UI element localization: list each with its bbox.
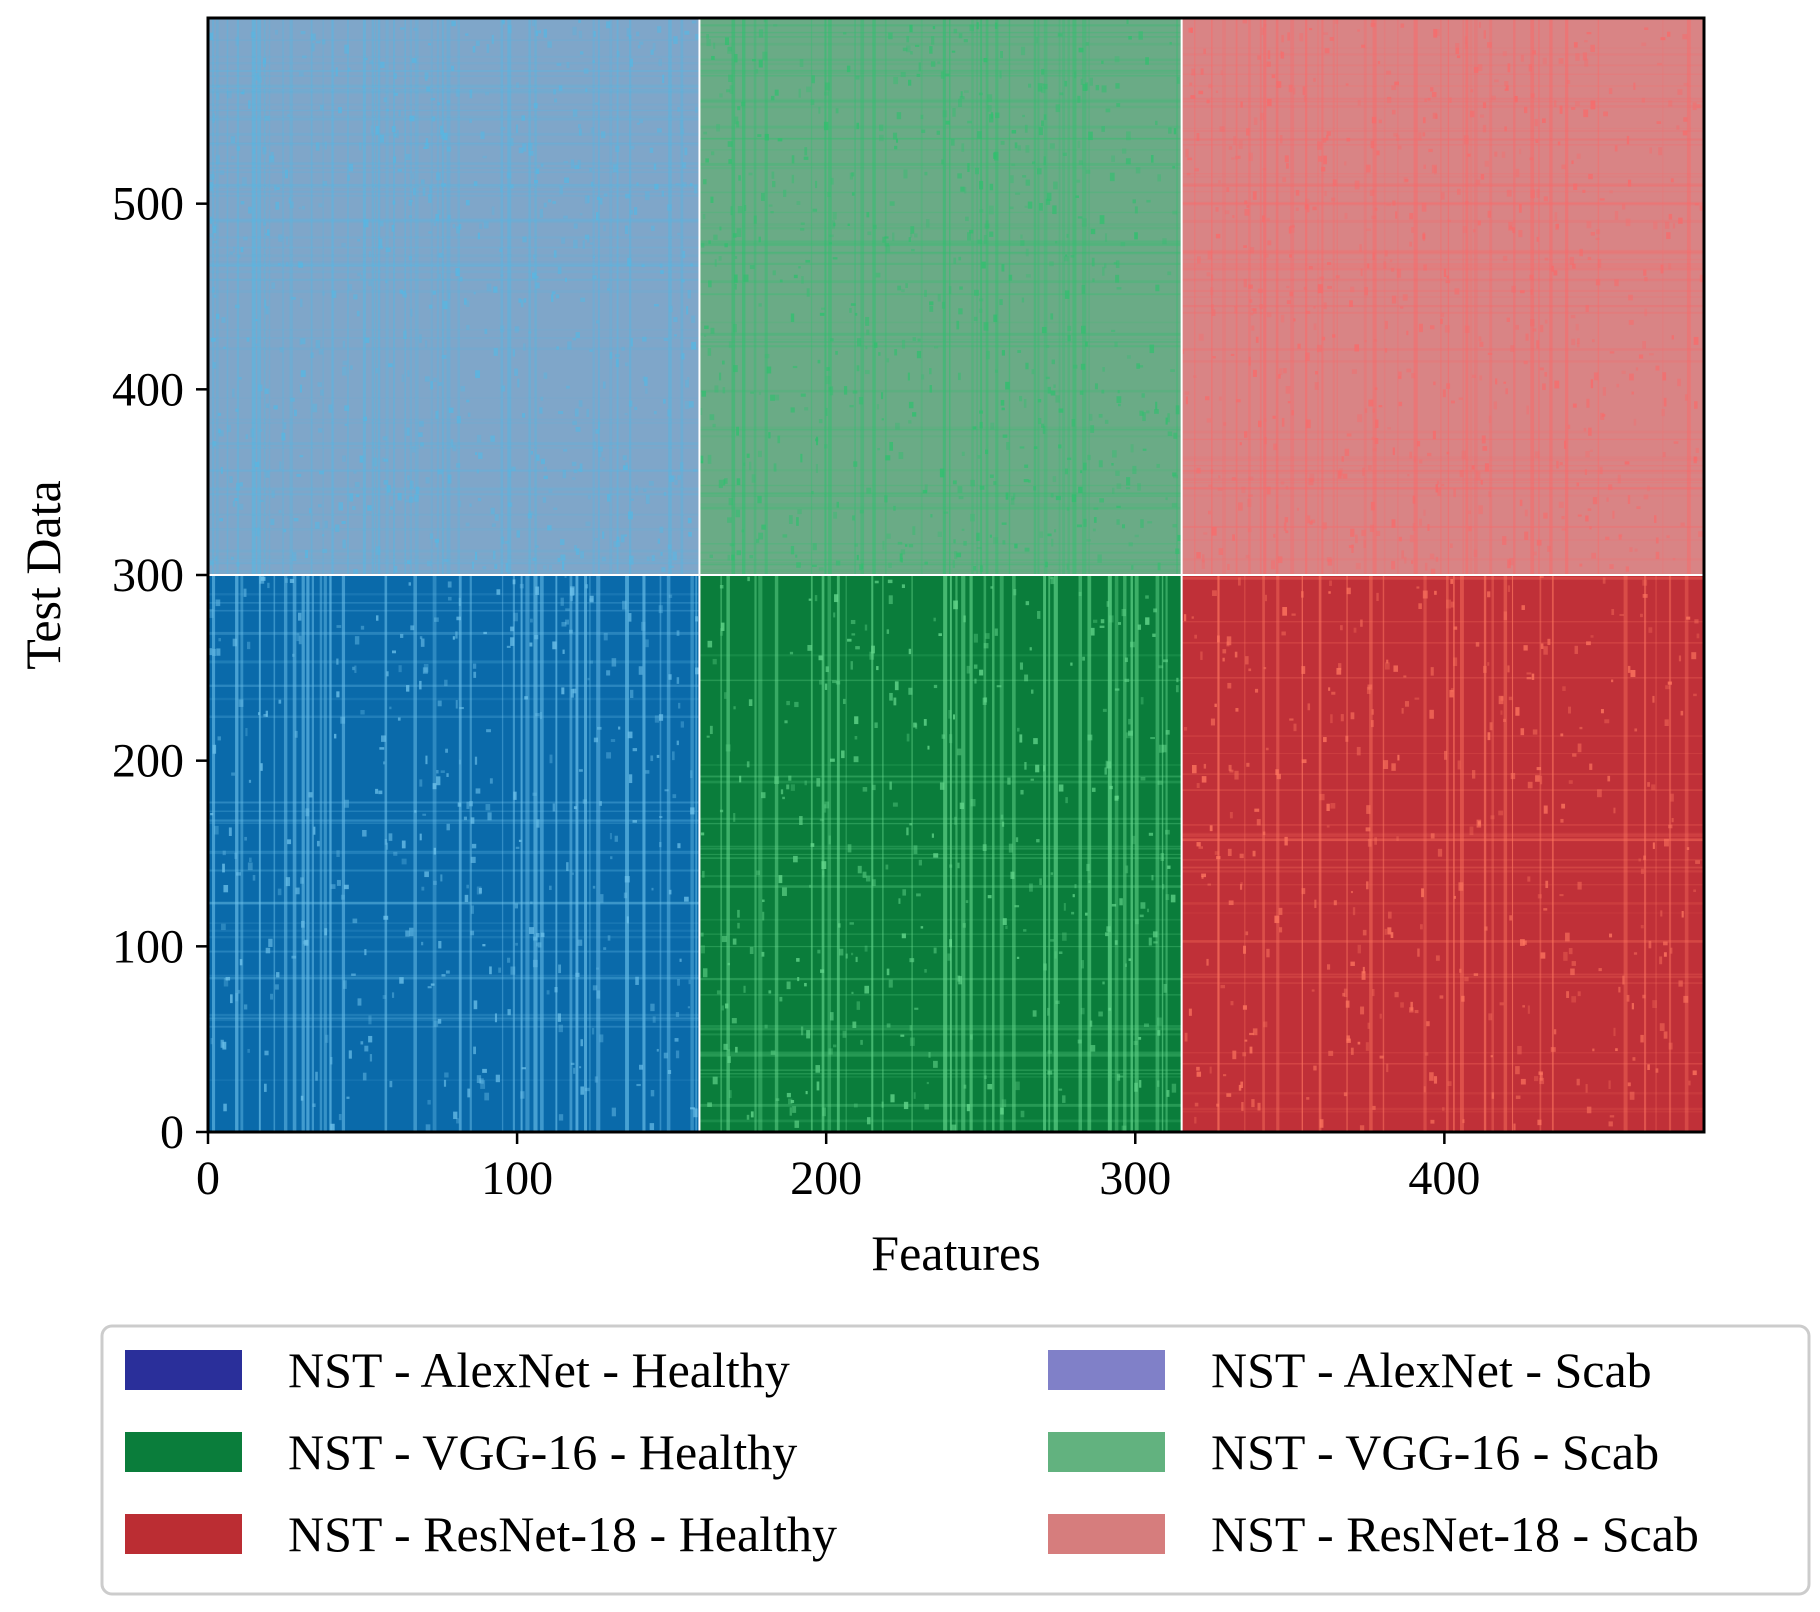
legend-label: NST - ResNet-18 - Scab xyxy=(1211,1506,1699,1562)
legend-label: NST - AlexNet - Healthy xyxy=(288,1342,790,1398)
heatmap-block-nst-alexnet-scab xyxy=(208,18,700,576)
x-tick-label: 100 xyxy=(481,1152,553,1205)
x-tick-label: 300 xyxy=(1099,1152,1171,1205)
legend-label: NST - VGG-16 - Healthy xyxy=(288,1424,797,1480)
y-axis-title: Test Data xyxy=(15,480,71,669)
legend: NST - AlexNet - Healthy NST - AlexNet - S… xyxy=(100,1324,1811,1596)
heatmap-texture xyxy=(208,575,700,1132)
legend-item-nst-resnet-18-healthy: NST - ResNet-18 - Healthy xyxy=(125,1506,837,1562)
legend-swatch xyxy=(1048,1514,1165,1554)
legend-swatch xyxy=(1048,1350,1165,1390)
heatmap-block-nst-vgg-16-healthy xyxy=(699,575,1182,1132)
x-tick-label: 400 xyxy=(1408,1152,1480,1205)
heatmap-block-fill xyxy=(699,575,1182,1132)
heatmap-block-nst-alexnet-healthy xyxy=(208,575,700,1132)
heatmap-block-nst-vgg-16-scab xyxy=(699,18,1182,575)
heatmap-block-nst-resnet-18-scab xyxy=(1181,18,1704,576)
legend-swatch xyxy=(1048,1432,1165,1472)
heatmap-block-fill xyxy=(208,18,700,575)
legend-swatch xyxy=(125,1350,242,1390)
y-tick-label: 200 xyxy=(112,735,184,788)
heatmap-blocks xyxy=(208,18,1704,1132)
legend-item-nst-alexnet-scab: NST - AlexNet - Scab xyxy=(1048,1342,1652,1398)
x-tick-label: 0 xyxy=(196,1152,220,1205)
heatmap-block-fill xyxy=(1181,575,1704,1132)
legend-item-nst-resnet-18-scab: NST - ResNet-18 - Scab xyxy=(1048,1506,1699,1562)
legend-item-nst-alexnet-healthy: NST - AlexNet - Healthy xyxy=(125,1342,790,1398)
y-tick-label: 0 xyxy=(160,1106,184,1159)
heatmap-texture xyxy=(208,18,700,576)
x-axis-title: Features xyxy=(871,1225,1040,1281)
y-tick-label: 100 xyxy=(112,920,184,973)
y-tick-label: 300 xyxy=(112,549,184,602)
legend-label: NST - ResNet-18 - Healthy xyxy=(288,1506,837,1562)
heatmap-block-nst-resnet-18-healthy xyxy=(1181,575,1704,1132)
y-tick-label: 400 xyxy=(112,363,184,416)
heatmap-texture xyxy=(1181,18,1704,576)
y-axis: 0 100 200 300 400 500 xyxy=(112,178,208,1159)
heatmap-block-fill xyxy=(699,18,1182,575)
legend-swatch xyxy=(125,1514,242,1554)
legend-frame xyxy=(100,1324,1811,1596)
legend-item-nst-vgg-16-healthy: NST - VGG-16 - Healthy xyxy=(125,1424,797,1480)
heatmap-texture xyxy=(1181,575,1704,1132)
block-dividers xyxy=(208,18,1704,1132)
y-tick-label: 500 xyxy=(112,178,184,231)
heatmap-block-fill xyxy=(1181,18,1704,575)
heatmap-texture xyxy=(699,575,1182,1132)
legend-label: NST - VGG-16 - Scab xyxy=(1211,1424,1659,1480)
legend-swatch xyxy=(125,1432,242,1472)
legend-label: NST - AlexNet - Scab xyxy=(1211,1342,1652,1398)
x-axis: 0 100 200 300 400 xyxy=(196,1132,1480,1205)
legend-item-nst-vgg-16-scab: NST - VGG-16 - Scab xyxy=(1048,1424,1659,1480)
heatmap-texture xyxy=(699,18,1182,575)
heatmap-block-fill xyxy=(208,575,700,1132)
x-tick-label: 200 xyxy=(790,1152,862,1205)
